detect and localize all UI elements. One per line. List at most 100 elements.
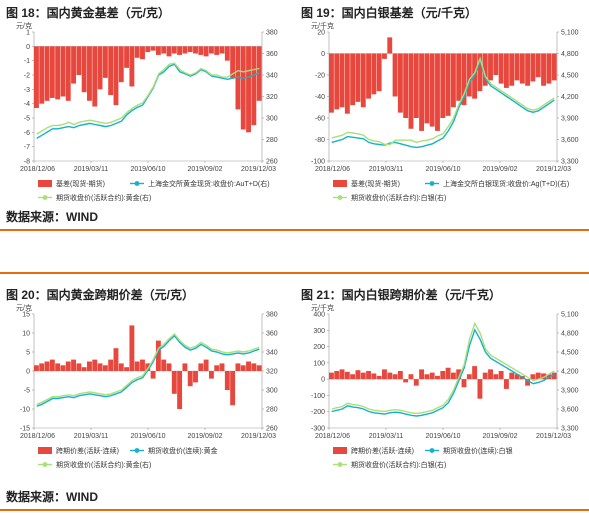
- bar: [39, 46, 45, 104]
- legend-marker: [42, 195, 48, 200]
- x-tick-label: 2019/03/11: [369, 166, 404, 173]
- bar: [424, 53, 430, 124]
- bar: [171, 371, 177, 394]
- bar: [514, 53, 520, 81]
- bar: [65, 46, 71, 101]
- chart-title: 图 18：国内黄金基差（元/克）: [6, 6, 171, 20]
- bar: [108, 359, 114, 371]
- bar: [339, 369, 345, 380]
- x-tick-label: 2019/06/10: [425, 166, 460, 173]
- bar: [535, 372, 541, 380]
- series-line: [331, 328, 555, 417]
- bar-series: [329, 37, 557, 131]
- bar: [429, 372, 435, 380]
- bar: [366, 53, 371, 99]
- bar: [419, 369, 425, 380]
- bar: [493, 53, 499, 75]
- legend-marker: [134, 181, 140, 186]
- bar: [403, 53, 409, 118]
- bar: [118, 363, 124, 371]
- bar: [198, 46, 204, 55]
- y2-tick-label: 320: [266, 369, 278, 376]
- legend-marker: [134, 448, 140, 453]
- y-tick-label: -80: [315, 137, 325, 144]
- bar: [161, 46, 167, 54]
- bar: [97, 363, 103, 371]
- bar: [509, 53, 515, 86]
- x-tick-label: 2019/12/03: [241, 433, 276, 440]
- chart-title: 图 19：国内白银基差（元/千克）: [301, 6, 478, 20]
- y2-tick-label: 4,800: [561, 51, 579, 58]
- bar: [235, 46, 241, 110]
- bar: [477, 53, 483, 92]
- bar: [44, 46, 50, 101]
- bar: [498, 371, 504, 380]
- y-tick-label: 15: [22, 312, 30, 319]
- bar: [44, 361, 50, 371]
- y-tick-label: 100: [313, 360, 325, 367]
- bar: [230, 46, 236, 78]
- y2-tick-label: 340: [266, 73, 278, 80]
- bar: [208, 46, 214, 54]
- bar: [129, 46, 135, 87]
- bar: [193, 46, 198, 54]
- bar: [482, 372, 488, 380]
- gold-spread-panel: 图 20：国内黄金跨期价差（元/克） 元/克 15 10 5 0 -5 -10 -15 380 3…: [0, 282, 294, 507]
- bar: [482, 53, 488, 86]
- bar: [92, 359, 98, 371]
- x-tick-label: 2019/06/10: [425, 433, 460, 440]
- bar: [124, 46, 130, 68]
- bar: [182, 363, 188, 371]
- bar: [530, 53, 536, 82]
- bar: [366, 371, 371, 380]
- bar: [76, 363, 82, 371]
- bar: [339, 53, 345, 108]
- bar: [440, 371, 446, 380]
- series-line: [331, 321, 555, 415]
- y-tick-label: 400: [313, 312, 325, 319]
- bar: [456, 369, 462, 380]
- series-line: [331, 56, 555, 146]
- bar: [256, 365, 262, 371]
- y2-tick-label: 280: [266, 407, 278, 414]
- bar: [60, 365, 66, 371]
- bar: [92, 46, 98, 107]
- y-tick-label: 10: [22, 331, 30, 338]
- bar: [81, 367, 87, 371]
- bar: [198, 363, 204, 371]
- bar: [140, 359, 145, 371]
- bar: [102, 365, 108, 371]
- data-source-label: 数据来源：WIND: [6, 210, 98, 224]
- bar: [150, 371, 156, 379]
- legend-marker: [429, 448, 435, 453]
- bar: [166, 363, 172, 371]
- y-tick-label: 1: [26, 30, 30, 37]
- bar: [134, 361, 140, 371]
- bar: [87, 46, 92, 101]
- y2-tick-label: 300: [266, 116, 278, 123]
- legend-label: 期货收盘价(活跃合约):黄金(右): [56, 193, 151, 202]
- bar: [49, 359, 55, 371]
- x-tick-label: 2019/09/02: [187, 166, 222, 173]
- bar: [251, 46, 257, 126]
- bar: [71, 359, 76, 371]
- bar: [187, 46, 193, 53]
- bar: [477, 379, 483, 399]
- x-tick-label: 2019/06/10: [130, 433, 165, 440]
- bar: [408, 374, 414, 380]
- data-source-label: 数据来源：WIND: [6, 490, 98, 504]
- x-tick-label: 2018/12/06: [315, 166, 350, 173]
- y2-tick-label: 320: [266, 94, 278, 101]
- x-tick-label: 2019/03/11: [369, 433, 404, 440]
- series-line: [36, 332, 260, 405]
- series-line: [36, 62, 260, 135]
- bar: [166, 46, 172, 57]
- legend-label: 期货收盘价(活跃合约):白银(右): [351, 193, 446, 202]
- legend-swatch: [333, 180, 347, 187]
- bar: [387, 37, 393, 54]
- bar: [108, 46, 114, 96]
- bar: [97, 46, 103, 90]
- legend-label: 上海金交所黄金现货:收盘价:AuT+D(右): [148, 179, 270, 188]
- bar: [429, 53, 435, 127]
- y-tick-label: -10: [20, 407, 30, 414]
